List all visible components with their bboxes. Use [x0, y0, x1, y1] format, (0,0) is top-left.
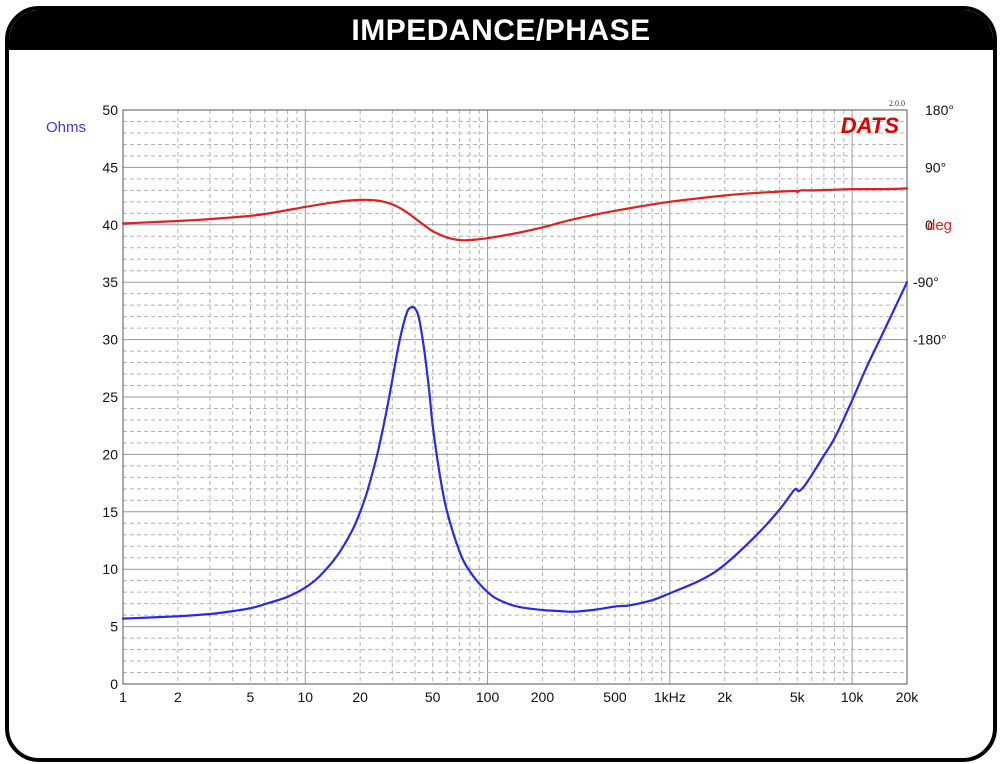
x-tick-label: 100 [476, 689, 500, 705]
x-tick-label: 1 [119, 689, 127, 705]
x-tick-label: 1kHz [654, 689, 686, 705]
x-tick-label: 200 [531, 689, 555, 705]
x-tick-label: 2k [717, 689, 733, 705]
chart-title: IMPEDANCE/PHASE [9, 10, 993, 50]
y2-tick-label: 90° [925, 159, 946, 175]
x-tick-label: 5 [247, 689, 255, 705]
x-tick-label: 5k [790, 689, 806, 705]
y2-axis-label: deg [927, 217, 952, 234]
plot-border [122, 109, 908, 685]
logo-version: 2.0.0 [889, 99, 905, 108]
y-tick-label: 40 [102, 217, 118, 233]
x-tick-label: 10 [297, 689, 313, 705]
y2-tick-label: -180° [913, 332, 947, 348]
y-tick-label: 50 [102, 102, 118, 118]
y-tick-label: 30 [102, 332, 118, 348]
dats-logo: DATS [841, 113, 900, 138]
impedance-curve [121, 281, 909, 620]
y-tick-label: 25 [102, 389, 118, 405]
x-tick-label: 500 [603, 689, 627, 705]
x-tick-label: 20k [896, 689, 920, 705]
x-tick-label: 20 [352, 689, 368, 705]
y-tick-label: 35 [102, 274, 118, 290]
x-tick-label: 10k [841, 689, 865, 705]
y-tick-label: 5 [110, 619, 118, 635]
y-tick-label: 45 [102, 159, 118, 175]
y2-tick-label: 0 [925, 217, 933, 233]
y-tick-label: 15 [102, 504, 118, 520]
phase-curve [121, 187, 909, 242]
y-tick-label: 10 [102, 561, 118, 577]
y-tick-label: 0 [110, 676, 118, 692]
y2-tick-label: 180° [925, 102, 954, 118]
y-tick-label: 20 [102, 446, 118, 462]
x-tick-label: 2 [174, 689, 182, 705]
y2-tick-label: -90° [913, 274, 939, 290]
y-axis-label: Ohms [46, 119, 86, 136]
x-tick-label: 50 [425, 689, 441, 705]
